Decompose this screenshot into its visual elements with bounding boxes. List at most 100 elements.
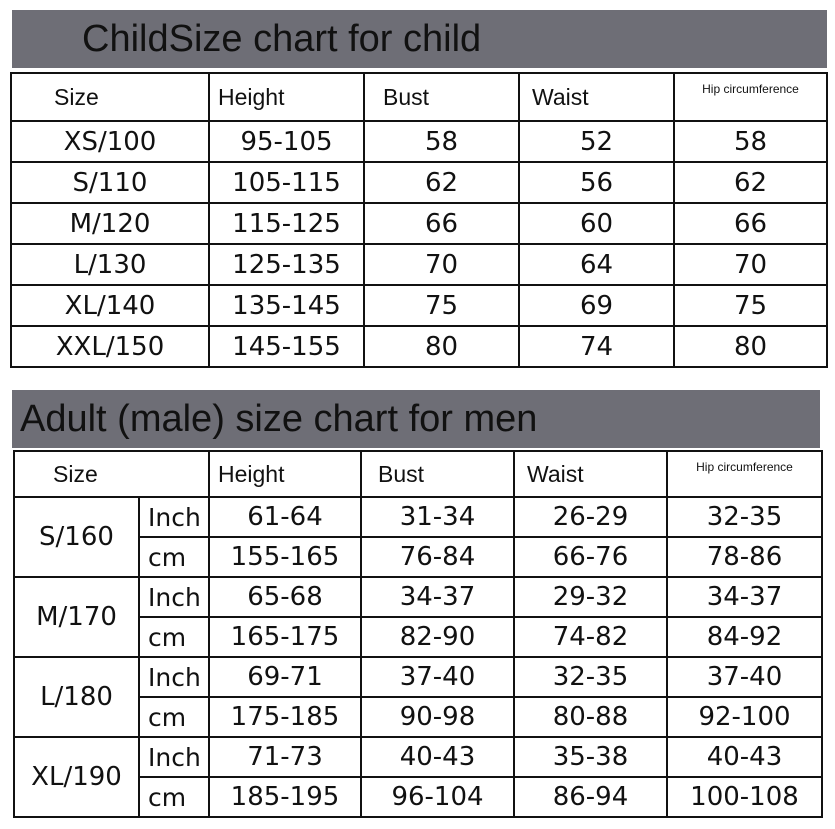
height-cell: 135-145: [208, 284, 365, 327]
height-cell: 61-64: [208, 496, 362, 538]
size-cell: M/170: [13, 576, 140, 658]
table-row: cm 175-185 90-98 80-88 92-100: [14, 696, 823, 738]
bust-cell: 62: [363, 161, 520, 204]
table-row: XL/140 135-145 75 69 75: [10, 284, 828, 327]
height-cell: 69-71: [208, 656, 362, 698]
bust-cell: 70: [363, 243, 520, 286]
waist-cell: 35-38: [513, 736, 668, 778]
unit-cell: cm: [138, 616, 210, 658]
height-cell: 65-68: [208, 576, 362, 618]
waist-cell: 64: [518, 243, 675, 286]
table-row: XL/190 Inch 71-73 40-43 35-38 40-43: [13, 736, 823, 818]
table-row: S/160 Inch 61-64 31-34 26-29 32-35: [13, 496, 823, 578]
size-cell: XXL/150: [10, 325, 210, 368]
header-bust: Bust: [363, 72, 520, 122]
hip-cell: 34-37: [666, 576, 823, 618]
waist-cell: 74-82: [513, 616, 668, 658]
size-cell: XS/100: [10, 120, 210, 163]
hip-cell: 58: [673, 120, 828, 163]
header-waist: Waist: [513, 450, 668, 498]
unit-cell: cm: [138, 776, 210, 818]
header-hip: Hip circumference: [673, 72, 828, 122]
adult-chart-banner: Adult (male) size chart for men: [12, 390, 820, 448]
waist-cell: 32-35: [513, 656, 668, 698]
hip-cell: 37-40: [666, 656, 823, 698]
waist-cell: 69: [518, 284, 675, 327]
child-header-row: Size Height Bust Waist Hip circumference: [10, 72, 828, 122]
bust-cell: 40-43: [360, 736, 515, 778]
table-row: cm 185-195 96-104 86-94 100-108: [14, 776, 823, 818]
child-chart-banner: ChildSize chart for child: [12, 10, 827, 68]
header-waist: Waist: [518, 72, 675, 122]
hip-cell: 80: [673, 325, 828, 368]
size-cell: S/110: [10, 161, 210, 204]
table-row: cm 165-175 82-90 74-82 84-92: [14, 616, 823, 658]
height-cell: 185-195: [208, 776, 362, 818]
bust-cell: 58: [363, 120, 520, 163]
waist-cell: 60: [518, 202, 675, 245]
table-row: S/110 105-115 62 56 62: [10, 161, 828, 204]
unit-cell: Inch: [138, 656, 210, 698]
size-cell: M/120: [10, 202, 210, 245]
waist-cell: 29-32: [513, 576, 668, 618]
bust-cell: 96-104: [360, 776, 515, 818]
waist-cell: 56: [518, 161, 675, 204]
height-cell: 105-115: [208, 161, 365, 204]
height-cell: 71-73: [208, 736, 362, 778]
height-cell: 145-155: [208, 325, 365, 368]
bust-cell: 34-37: [360, 576, 515, 618]
height-cell: 155-165: [208, 536, 362, 578]
hip-cell: 62: [673, 161, 828, 204]
size-cell: L/130: [10, 243, 210, 286]
hip-cell: 92-100: [666, 696, 823, 738]
waist-cell: 74: [518, 325, 675, 368]
bust-cell: 66: [363, 202, 520, 245]
waist-cell: 66-76: [513, 536, 668, 578]
hip-cell: 40-43: [666, 736, 823, 778]
hip-cell: 70: [673, 243, 828, 286]
table-row: L/130 125-135 70 64 70: [10, 243, 828, 286]
header-hip: Hip circumference: [666, 450, 823, 498]
size-cell: XL/190: [13, 736, 140, 818]
hip-cell: 84-92: [666, 616, 823, 658]
table-row: XS/100 95-105 58 52 58: [10, 120, 828, 163]
header-size: Size: [13, 450, 210, 498]
bust-cell: 76-84: [360, 536, 515, 578]
waist-cell: 80-88: [513, 696, 668, 738]
bust-cell: 75: [363, 284, 520, 327]
table-row: L/180 Inch 69-71 37-40 32-35 37-40: [13, 656, 823, 738]
header-size: Size: [10, 72, 210, 122]
adult-size-table: Size Height Bust Waist Hip circumference…: [13, 450, 823, 818]
header-bust: Bust: [360, 450, 515, 498]
height-cell: 175-185: [208, 696, 362, 738]
adult-header-row: Size Height Bust Waist Hip circumference: [13, 450, 823, 498]
size-cell: L/180: [13, 656, 140, 738]
unit-cell: Inch: [138, 576, 210, 618]
waist-cell: 26-29: [513, 496, 668, 538]
header-height: Height: [208, 450, 362, 498]
hip-cell: 32-35: [666, 496, 823, 538]
bust-cell: 37-40: [360, 656, 515, 698]
size-cell: XL/140: [10, 284, 210, 327]
unit-cell: Inch: [138, 736, 210, 778]
child-chart-title: ChildSize chart for child: [82, 18, 482, 60]
waist-cell: 52: [518, 120, 675, 163]
height-cell: 165-175: [208, 616, 362, 658]
child-size-table: Size Height Bust Waist Hip circumference…: [10, 72, 828, 368]
table-row: M/170 Inch 65-68 34-37 29-32 34-37: [13, 576, 823, 658]
adult-chart-title: Adult (male) size chart for men: [20, 398, 538, 440]
table-row: cm 155-165 76-84 66-76 78-86: [14, 536, 823, 578]
hip-cell: 75: [673, 284, 828, 327]
height-cell: 115-125: [208, 202, 365, 245]
hip-cell: 78-86: [666, 536, 823, 578]
size-cell: S/160: [13, 496, 140, 578]
header-height: Height: [208, 72, 365, 122]
waist-cell: 86-94: [513, 776, 668, 818]
height-cell: 125-135: [208, 243, 365, 286]
bust-cell: 80: [363, 325, 520, 368]
unit-cell: Inch: [138, 496, 210, 538]
bust-cell: 82-90: [360, 616, 515, 658]
unit-cell: cm: [138, 536, 210, 578]
hip-cell: 100-108: [666, 776, 823, 818]
table-row: XXL/150 145-155 80 74 80: [10, 325, 828, 368]
